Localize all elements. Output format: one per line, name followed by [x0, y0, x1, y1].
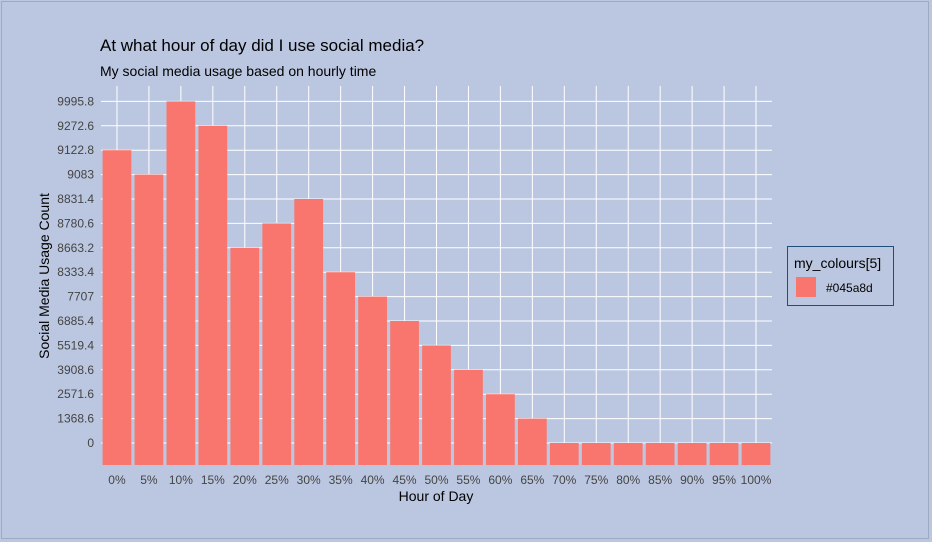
x-tick-label: 20% — [233, 473, 257, 487]
x-tick-label: 10% — [169, 473, 193, 487]
x-axis-title: Hour of Day — [399, 488, 474, 504]
y-axis-ticks: 0 1368.6 2571.6 3908.6 5519.4 6885.4 7707 8333.… — [57, 94, 94, 450]
x-tick-label: 85% — [648, 473, 672, 487]
x-tick-label: 55% — [456, 473, 480, 487]
y-tick-label: 9122.8 — [57, 143, 94, 157]
x-tick-label: 40% — [361, 473, 385, 487]
legend-label: #045a8d — [826, 281, 873, 295]
bar — [709, 443, 739, 465]
chart-subtitle: My social media usage based on hourly ti… — [100, 63, 377, 79]
bar — [581, 443, 611, 465]
x-tick-label: 100% — [741, 473, 772, 487]
y-tick-label: 6885.4 — [57, 314, 94, 328]
y-tick-label: 9995.8 — [57, 94, 94, 108]
x-tick-label: 5% — [140, 473, 158, 487]
bar — [390, 321, 419, 465]
bar — [102, 150, 132, 465]
bar — [166, 101, 196, 466]
y-tick-label: 8333.4 — [57, 265, 94, 279]
x-tick-label: 75% — [584, 473, 608, 487]
bar — [326, 272, 356, 465]
x-tick-label: 70% — [552, 473, 576, 487]
x-tick-label: 35% — [329, 473, 353, 487]
bars — [102, 101, 771, 466]
y-tick-label: 3908.6 — [57, 363, 94, 377]
y-tick-label: 5519.4 — [57, 338, 94, 352]
bar — [677, 443, 707, 465]
legend-title: my_colours[5] — [794, 255, 882, 271]
y-tick-label: 8780.6 — [57, 216, 94, 230]
x-tick-label: 25% — [265, 473, 289, 487]
x-tick-label: 65% — [520, 473, 544, 487]
x-tick-label: 95% — [712, 473, 736, 487]
x-tick-label: 60% — [488, 473, 512, 487]
x-tick-label: 50% — [424, 473, 448, 487]
legend: my_colours[5] #045a8d — [787, 246, 894, 306]
x-tick-label: 80% — [616, 473, 640, 487]
x-tick-label: 45% — [393, 473, 417, 487]
y-tick-label: 8831.4 — [57, 192, 94, 206]
x-tick-label: 90% — [680, 473, 704, 487]
bar — [294, 199, 324, 465]
bar — [358, 296, 387, 465]
x-tick-label: 15% — [201, 473, 225, 487]
y-tick-label: 2571.6 — [57, 387, 94, 401]
bar — [230, 247, 260, 465]
y-axis-title: Social Media Usage Count — [36, 193, 52, 359]
bar — [454, 369, 483, 465]
x-tick-label: 30% — [297, 473, 321, 487]
bar — [486, 394, 515, 465]
y-tick-label: 1368.6 — [57, 412, 94, 426]
bar — [613, 443, 643, 465]
bar — [549, 443, 579, 465]
x-axis-ticks: 0% 5% 10% 15% 20% 25% 30% 35% 40% 45% 50% 55% 60% 65%… — [108, 473, 771, 487]
y-tick-label: 7707 — [67, 290, 94, 304]
bar — [262, 223, 292, 465]
chart-title: At what hour of day did I use social med… — [100, 36, 425, 55]
bar — [741, 443, 771, 465]
bar — [134, 174, 164, 465]
bar — [198, 125, 228, 466]
bar — [422, 345, 451, 465]
y-tick-label: 0 — [87, 436, 94, 450]
y-tick-label: 9272.6 — [57, 119, 94, 133]
bar — [645, 443, 675, 465]
bar — [517, 418, 547, 465]
y-tick-label: 9083 — [67, 168, 94, 182]
legend-key — [796, 277, 816, 297]
x-tick-label: 0% — [108, 473, 126, 487]
y-tick-label: 8663.2 — [57, 241, 94, 255]
